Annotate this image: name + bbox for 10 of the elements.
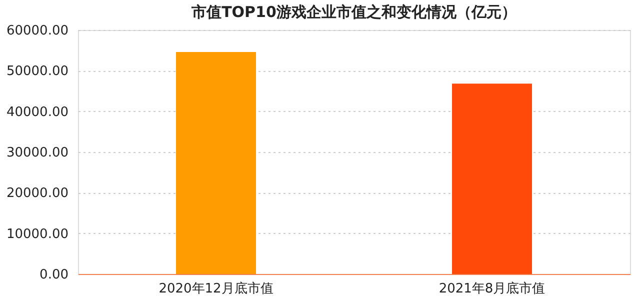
y-tick-label: 50000.00	[6, 64, 68, 80]
y-tick-label: 20000.00	[6, 186, 68, 202]
y-tick-label: 0.00	[40, 268, 68, 282]
y-tick-label: 60000.00	[6, 24, 68, 38]
y-tick-label: 30000.00	[6, 146, 68, 160]
y-tick-label: 40000.00	[6, 104, 68, 120]
x-tick-label: 2021年8月底市值	[438, 282, 546, 296]
chart-title: 市值TOP10游戏企业市值之和变化情况（亿元）	[190, 3, 516, 21]
y-tick-label: 10000.00	[6, 226, 68, 242]
x-tick-label: 2020年12月底市值	[158, 282, 274, 296]
